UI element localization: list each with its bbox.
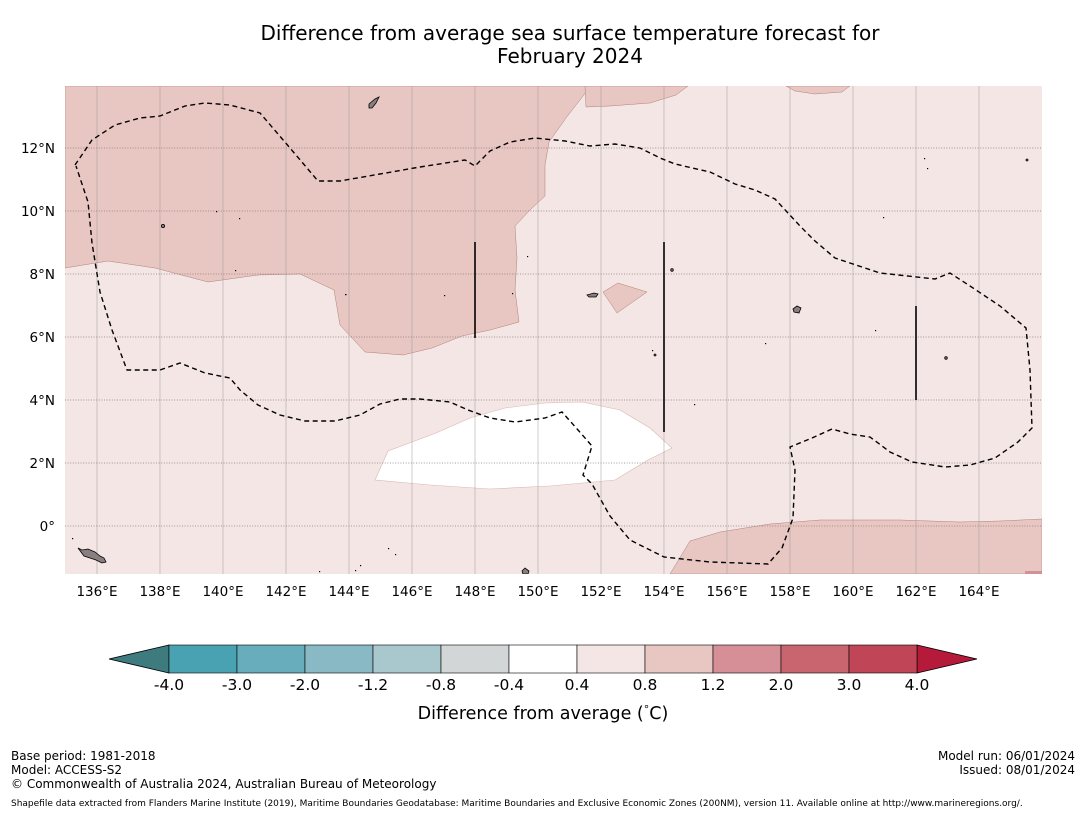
colorbar-tick-label-2: -2.0 bbox=[290, 676, 320, 694]
copyright-text: © Commonwealth of Australia 2024, Austra… bbox=[11, 777, 437, 791]
solid-boundaries bbox=[474, 242, 917, 432]
warm-region-northeast bbox=[785, 86, 851, 95]
lon-label-164: 164°E bbox=[958, 584, 999, 600]
lat-label-8n: 8°N bbox=[30, 267, 55, 283]
colorbar-tick-label-6: 0.4 bbox=[565, 676, 590, 694]
colorbar-tick-label-1: -3.0 bbox=[222, 676, 252, 694]
neutral-region bbox=[374, 401, 673, 490]
lon-label-146: 146°E bbox=[391, 584, 432, 600]
lon-label-162: 162°E bbox=[895, 584, 936, 600]
colorbar-cell-2 bbox=[304, 644, 374, 674]
lon-label-152: 152°E bbox=[580, 584, 621, 600]
latitude-labels: 12°N 10°N 8°N 6°N 4°N 2°N 0° bbox=[21, 141, 55, 535]
lon-label-154: 154°E bbox=[643, 584, 684, 600]
colorbar-tick-label-11: 4.0 bbox=[905, 676, 930, 694]
lon-label-144: 144°E bbox=[328, 584, 369, 600]
island-east bbox=[792, 305, 802, 314]
colorbar-cell-10 bbox=[848, 644, 918, 674]
colorbar-labels: -4.0 -3.0 -2.0 -1.2 -0.8 -0.4 0.4 0.8 1.2 2.0 3.0 4… bbox=[154, 676, 929, 694]
chart-title: Difference from average sea surface temp… bbox=[140, 22, 1000, 68]
parallel-lines bbox=[65, 147, 1042, 527]
lat-label-4n: 4°N bbox=[30, 393, 55, 409]
islands bbox=[77, 96, 1029, 574]
lat-label-0: 0° bbox=[40, 519, 55, 535]
colorbar-cell-3 bbox=[372, 644, 442, 674]
lat-label-10n: 10°N bbox=[21, 204, 55, 220]
shapefile-attribution: Shapefile data extracted from Flanders M… bbox=[11, 799, 1023, 809]
colorbar-cell-9 bbox=[780, 644, 850, 674]
island-small-south bbox=[521, 567, 530, 574]
island-dot-4 bbox=[1025, 158, 1029, 162]
lon-label-136: 136°E bbox=[76, 584, 117, 600]
eez-boundary-west bbox=[74, 102, 1033, 565]
lon-label-158: 158°E bbox=[769, 584, 810, 600]
island-guam bbox=[368, 96, 380, 109]
colorbar-cell-6 bbox=[576, 644, 646, 674]
colorbar-title-unit: ° bbox=[644, 703, 650, 716]
islet-specks bbox=[72, 158, 929, 573]
lon-label-160: 160°E bbox=[832, 584, 873, 600]
colorbar-tick-label-5: -0.4 bbox=[494, 676, 524, 694]
colorbar-tick-label-7: 0.8 bbox=[633, 676, 658, 694]
colorbar-cell-5 bbox=[508, 644, 578, 674]
lon-label-140: 140°E bbox=[202, 584, 243, 600]
colorbar-title: Difference from average (°C) bbox=[418, 703, 669, 724]
warm-edge-strip bbox=[1025, 571, 1042, 574]
island-dot-1 bbox=[160, 223, 165, 228]
colorbar-cell-0 bbox=[168, 644, 238, 674]
colorbar-tick-label-9: 2.0 bbox=[769, 676, 794, 694]
longitude-labels: 136°E 138°E 140°E 142°E 144°E 146°E 148°… bbox=[76, 584, 999, 600]
colorbar-cell-8 bbox=[712, 644, 782, 674]
lat-label-6n: 6°N bbox=[30, 330, 55, 346]
colorbar-cell-7 bbox=[644, 644, 714, 674]
lat-label-2n: 2°N bbox=[30, 456, 55, 472]
island-dot-3 bbox=[944, 356, 948, 360]
colorbar-under-arrow bbox=[108, 644, 170, 674]
model-run-text: Model run: 06/01/2024 bbox=[937, 749, 1075, 763]
colorbar-cell-1 bbox=[236, 644, 306, 674]
issued-text: Issued: 08/01/2024 bbox=[959, 763, 1075, 777]
colorbar: -4.0 -3.0 -2.0 -1.2 -0.8 -0.4 0.4 0.8 1.2 2.0 3.0 4… bbox=[108, 644, 978, 724]
warm-region-northwest bbox=[65, 86, 591, 356]
colorbar-tick-label-8: 1.2 bbox=[701, 676, 726, 694]
warm-region-southeast bbox=[669, 518, 1042, 574]
island-dot-5 bbox=[653, 353, 657, 357]
colorbar-tick-label-0: -4.0 bbox=[154, 676, 184, 694]
colorbar-tick-label-3: -1.2 bbox=[358, 676, 388, 694]
base-period-text: Base period: 1981-2018 bbox=[11, 749, 156, 763]
lon-label-138: 138°E bbox=[139, 584, 180, 600]
island-dot-2 bbox=[670, 268, 674, 272]
lon-label-156: 156°E bbox=[706, 584, 747, 600]
colorbar-title-pre: Difference from average ( bbox=[418, 704, 644, 724]
colorbar-cells bbox=[168, 644, 918, 674]
colorbar-over-arrow bbox=[916, 644, 978, 674]
lon-label-142: 142°E bbox=[265, 584, 306, 600]
model-text: Model: ACCESS-S2 bbox=[11, 763, 123, 777]
colorbar-title-letter: C bbox=[649, 704, 661, 724]
colorbar-tick-label-10: 3.0 bbox=[837, 676, 862, 694]
chart-title-line1: Difference from average sea surface temp… bbox=[260, 21, 880, 45]
lon-label-148: 148°E bbox=[454, 584, 495, 600]
island-chuuk bbox=[586, 292, 599, 298]
footer-left: Base period: 1981-2018 Model: ACCESS-S2 … bbox=[11, 749, 436, 791]
lon-label-150: 150°E bbox=[517, 584, 558, 600]
colorbar-cell-4 bbox=[440, 644, 510, 674]
warm-region-north-central bbox=[584, 86, 689, 108]
warm-patch-central bbox=[602, 282, 648, 314]
colorbar-tick-label-4: -0.8 bbox=[426, 676, 456, 694]
chart-title-line2: February 2024 bbox=[497, 44, 643, 68]
lat-label-12n: 12°N bbox=[21, 141, 55, 157]
island-palau bbox=[77, 547, 107, 564]
map-area bbox=[65, 86, 1042, 574]
footer-right: Model run: 06/01/2024 Issued: 08/01/2024 bbox=[938, 749, 1075, 777]
colorbar-title-post: ) bbox=[662, 704, 669, 724]
